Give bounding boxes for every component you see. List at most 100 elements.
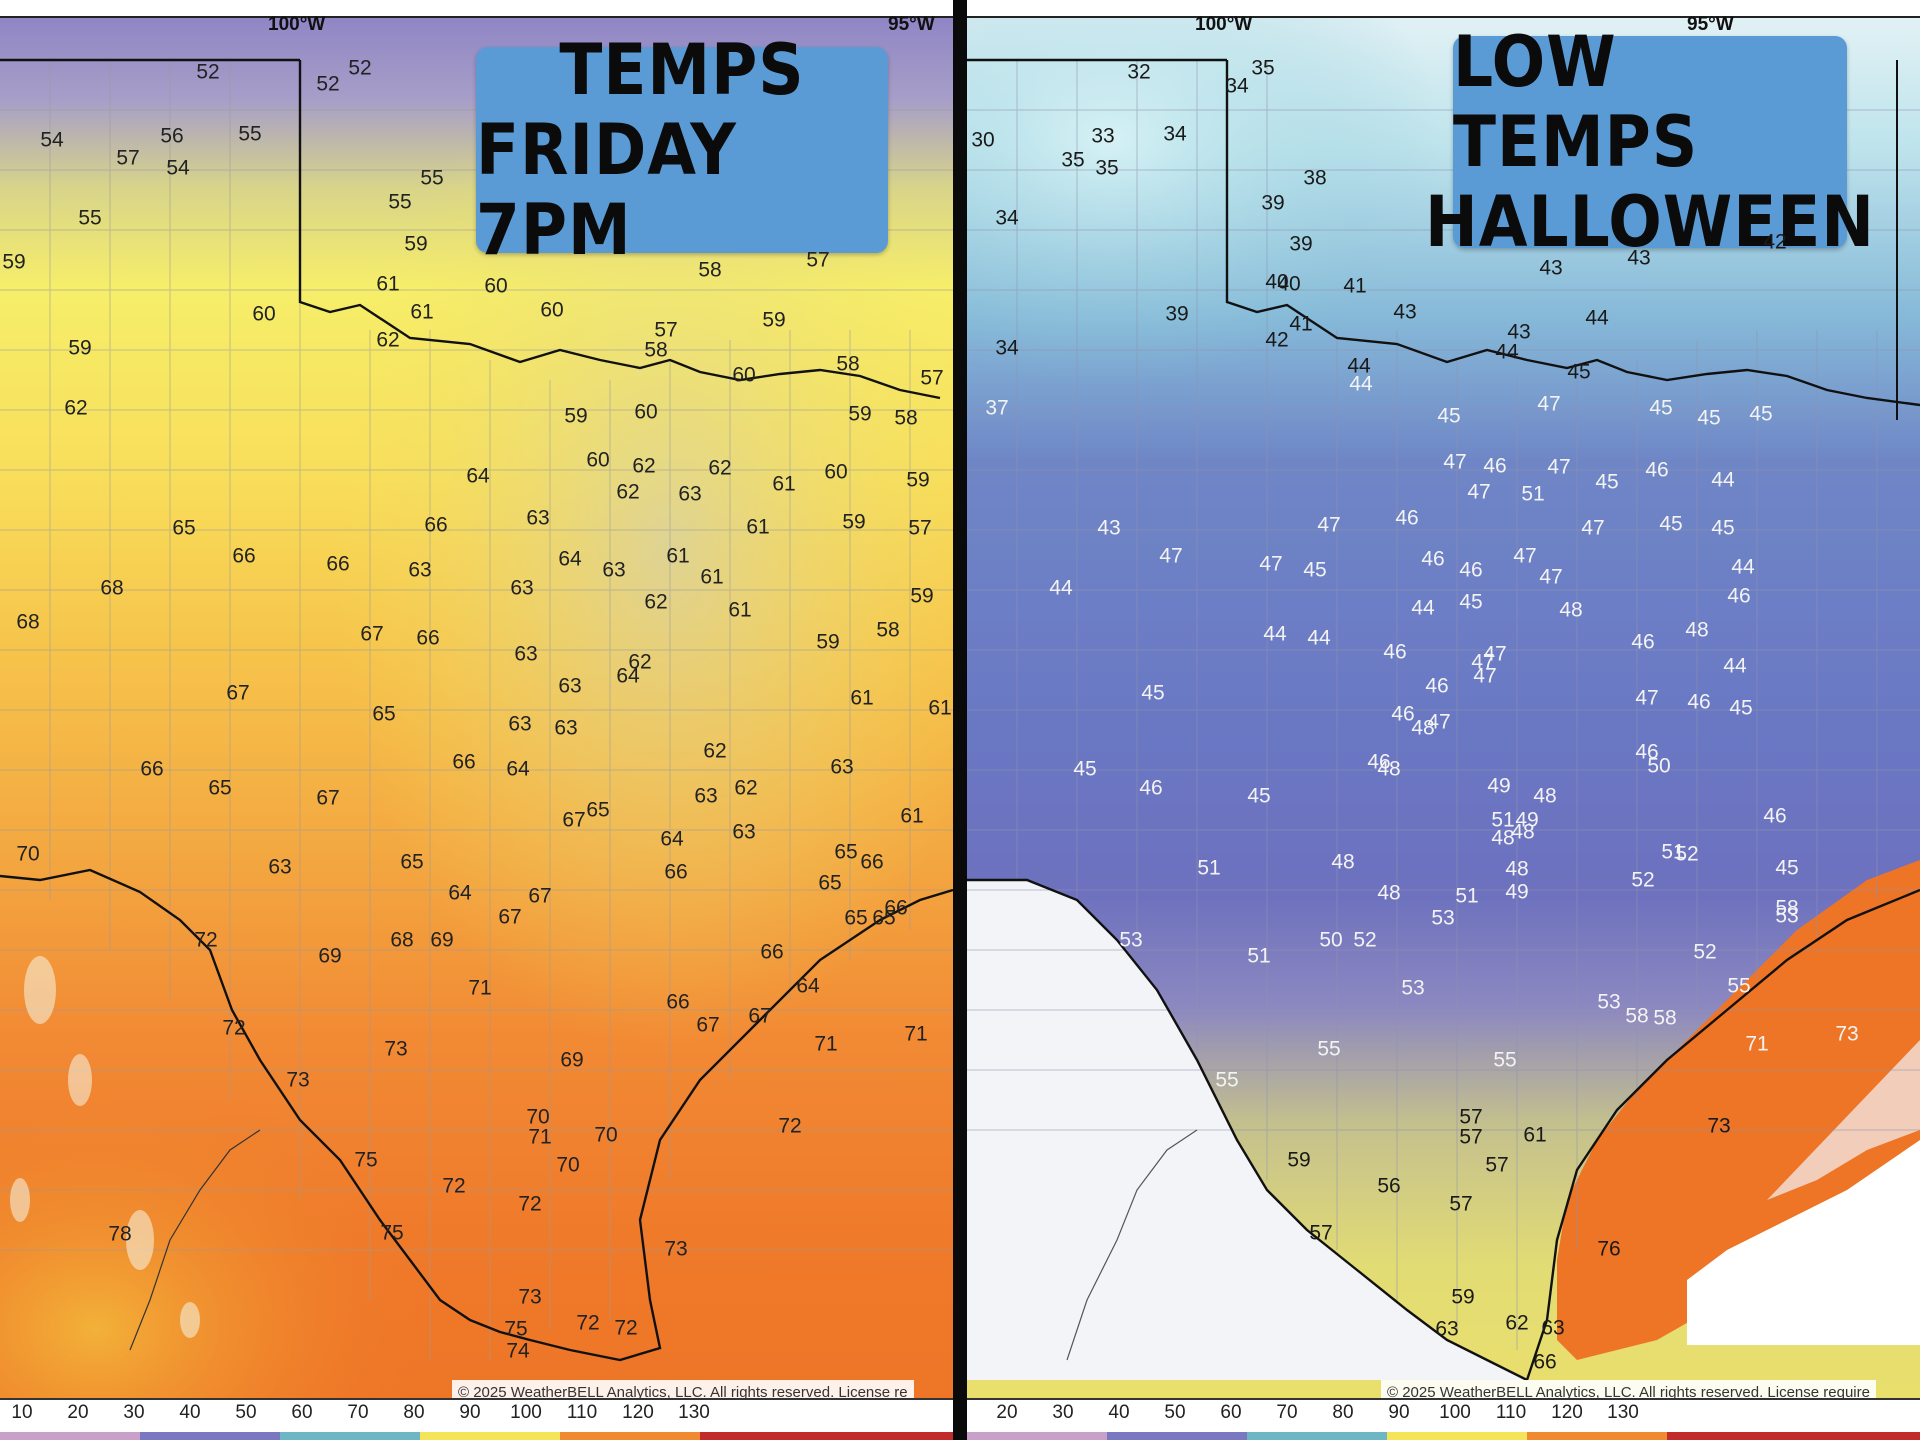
temperature-value: 70 (556, 1153, 580, 1177)
temperature-value: 57 (1309, 1221, 1333, 1245)
title-box-halloween: LOW TEMPS HALLOWEEN (1425, 22, 1874, 262)
temperature-value: 61 (1523, 1123, 1547, 1147)
scale-tick-label: 130 (1607, 1402, 1639, 1423)
temperature-value: 67 (696, 1013, 720, 1037)
temperature-value: 54 (166, 156, 190, 180)
scale-tick-label: 120 (622, 1402, 654, 1423)
temperature-value: 51 (1247, 944, 1271, 968)
temperature-value: 60 (824, 460, 848, 484)
temperature-value: 53 (1401, 976, 1425, 1000)
temperature-value: 72 (442, 1174, 466, 1198)
temperature-value: 69 (430, 928, 454, 952)
temperature-value: 63 (268, 855, 292, 879)
temperature-value: 48 (1559, 598, 1583, 622)
temperature-value: 43 (1393, 300, 1417, 324)
temperature-value: 66 (760, 940, 784, 964)
temperature-value: 46 (1483, 454, 1507, 478)
temperature-value: 62 (644, 590, 668, 614)
scale-tick-label: 20 (996, 1402, 1018, 1423)
scale-bar-segment (280, 1432, 420, 1440)
temperature-value: 71 (814, 1032, 838, 1056)
meridian-label-95w: 95°W (1687, 14, 1734, 35)
temperature-value: 44 (1307, 626, 1331, 650)
temperature-value: 40 (1277, 272, 1301, 296)
temperature-value: 59 (816, 630, 840, 654)
temperature-value: 47 (1471, 650, 1495, 674)
temperature-value: 47 (1473, 664, 1497, 688)
map-header-strip (0, 0, 953, 18)
temperature-value: 65 (834, 840, 858, 864)
scale-bar-segment (1527, 1432, 1667, 1440)
temperature-value: 63 (602, 558, 626, 582)
temperature-value: 69 (318, 944, 342, 968)
temperature-value: 71 (468, 976, 492, 1000)
scale-tick-label: 50 (235, 1402, 257, 1423)
temperature-value: 52 (1631, 868, 1655, 892)
temperature-value: 59 (404, 232, 428, 256)
temperature-value: 71 (1745, 1032, 1769, 1056)
temperature-value: 34 (1163, 122, 1187, 146)
temperature-value: 68 (100, 576, 124, 600)
temperature-value: 73 (518, 1285, 542, 1309)
temperature-value: 62 (703, 739, 727, 763)
temperature-value: 45 (1303, 558, 1327, 582)
temperature-value: 47 (1547, 455, 1571, 479)
temperature-value: 47 (1537, 392, 1561, 416)
temperature-value: 46 (1635, 740, 1659, 764)
temperature-value: 61 (410, 300, 434, 324)
temperature-value: 63 (510, 576, 534, 600)
temperature-value: 67 (562, 808, 586, 832)
temperature-value: 68 (390, 928, 414, 952)
scale-tick-label: 100 (510, 1402, 542, 1423)
scale-tick-label: 10 (11, 1402, 33, 1423)
temperature-value: 45 (1775, 856, 1799, 880)
temperature-value: 72 (518, 1192, 542, 1216)
temperature-value: 57 (654, 318, 678, 342)
temperature-value: 52 (1675, 842, 1699, 866)
temperature-value: 51 (1661, 840, 1685, 864)
temperature-value: 48 (1377, 881, 1401, 905)
temperature-value: 65 (172, 516, 196, 540)
temperature-value: 44 (1723, 654, 1747, 678)
temperature-value: 70 (526, 1105, 550, 1129)
temperature-value: 59 (2, 250, 26, 274)
temperature-value: 63 (558, 674, 582, 698)
temperature-value: 48 (1411, 716, 1435, 740)
temperature-value: 59 (842, 510, 866, 534)
temperature-value: 63 (1435, 1317, 1459, 1341)
temperature-value: 43 (1627, 246, 1651, 270)
temperature-value: 62 (632, 454, 656, 478)
temperature-value: 35 (1251, 56, 1275, 80)
temperature-value: 45 (1659, 512, 1683, 536)
temperature-value: 70 (594, 1123, 618, 1147)
scale-bar-segment (1387, 1432, 1527, 1440)
temperature-value: 60 (252, 302, 276, 326)
temperature-value: 61 (928, 696, 952, 720)
temperature-value: 65 (372, 702, 396, 726)
scale-tick-label: 20 (67, 1402, 89, 1423)
temperature-value: 71 (904, 1022, 928, 1046)
temperature-value: 45 (1649, 396, 1673, 420)
temperature-value: 66 (424, 513, 448, 537)
temperature-value: 51 (1455, 884, 1479, 908)
temperature-value: 45 (1729, 696, 1753, 720)
temperature-value: 44 (1349, 372, 1373, 396)
temperature-value: 66 (1533, 1350, 1557, 1374)
temperature-value: 47 (1539, 565, 1563, 589)
scale-tick-label: 110 (566, 1402, 598, 1423)
temperature-value: 67 (748, 1004, 772, 1028)
temperature-value: 46 (1391, 702, 1415, 726)
temperature-value: 59 (1451, 1285, 1475, 1309)
temperature-value: 47 (1443, 450, 1467, 474)
temperature-value: 51 (1491, 808, 1515, 832)
temperature-value: 35 (1061, 148, 1085, 172)
temperature-value: 32 (1127, 60, 1151, 84)
temperature-value: 43 (1539, 256, 1563, 280)
temperature-value: 72 (222, 1016, 246, 1040)
temperature-value: 46 (1645, 458, 1669, 482)
temperature-value: 61 (746, 515, 770, 539)
temperature-value: 38 (1303, 166, 1327, 190)
temperature-value: 47 (1159, 544, 1183, 568)
temperature-value: 40 (1265, 270, 1289, 294)
temperature-value: 51 (1197, 856, 1221, 880)
